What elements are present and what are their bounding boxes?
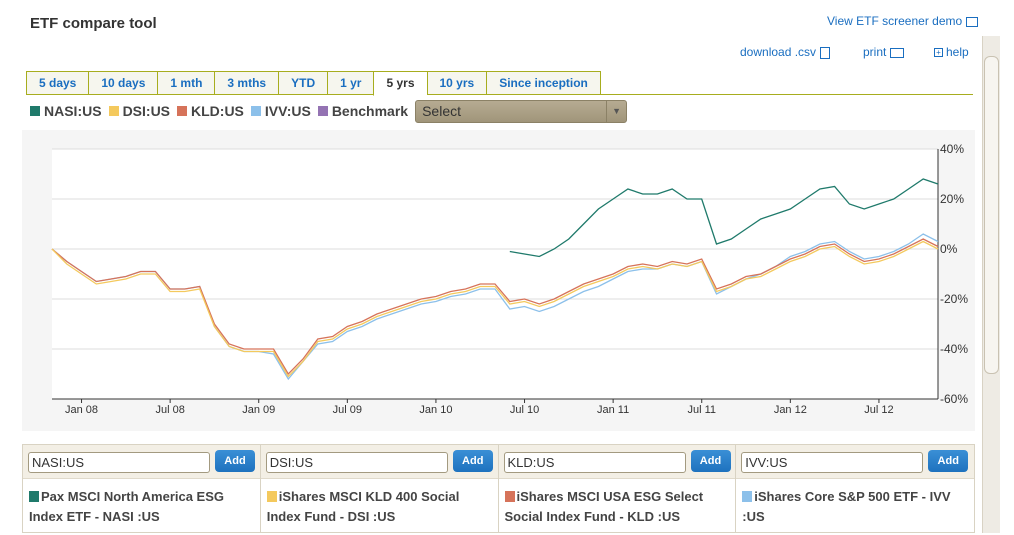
period-tabs: 5 days 10 days 1 mth 3 mths YTD 1 yr 5 yrs 10 y…: [26, 71, 973, 96]
tab-5-yrs[interactable]: 5 yrs: [373, 71, 427, 96]
legend-label: Benchmark: [331, 103, 409, 119]
legend-item[interactable]: KLD:US: [177, 103, 244, 119]
x-tick-label: Jan 08: [65, 404, 98, 416]
legend-label: KLD:US: [191, 103, 244, 119]
ticker-input[interactable]: [265, 452, 448, 473]
legend-swatch: [108, 106, 119, 116]
help-link[interactable]: + help: [934, 45, 969, 59]
benchmark-select[interactable]: Select ▼: [415, 99, 628, 123]
legend-swatch: [177, 106, 188, 116]
legend-label: NASI:US: [44, 103, 102, 119]
y-tick-label: -40%: [940, 342, 968, 356]
compare-column: Add Pax MSCI North America ESG Index ETF …: [23, 445, 261, 532]
film-icon: [966, 16, 979, 27]
x-tick-label: Jul 10: [510, 404, 539, 416]
series-line-kld-us: [51, 238, 939, 376]
compare-table: Add Pax MSCI North America ESG Index ETF …: [22, 444, 975, 533]
print-label: print: [863, 45, 887, 59]
fund-swatch: [742, 491, 753, 502]
ticker-input-row: Add: [736, 445, 974, 479]
download-csv-link[interactable]: download .csv: [740, 45, 831, 59]
plot-area: [52, 149, 938, 399]
add-button[interactable]: Add: [928, 450, 969, 472]
legend-item[interactable]: DSI:US: [108, 103, 171, 119]
chart-legend: NASI:US DSI:US KLD:US IVV:US Benchmark Select…: [30, 99, 628, 123]
fund-name: iShares MSCI KLD 400 Social Index Fund -…: [261, 479, 498, 535]
screener-link-label: View ETF screener demo: [827, 14, 963, 28]
y-tick-label: 0%: [940, 242, 958, 256]
y-tick-label: 20%: [940, 192, 964, 206]
add-button[interactable]: Add: [215, 450, 255, 472]
legend-label: DSI:US: [122, 103, 171, 119]
fund-swatch: [29, 491, 39, 502]
tab-1-yr[interactable]: 1 yr: [327, 71, 374, 95]
plus-icon: +: [934, 48, 943, 58]
x-tick-label: Jan 12: [774, 404, 807, 416]
compare-column: Add iShares MSCI USA ESG Select Social In…: [498, 445, 737, 535]
print-link[interactable]: print: [863, 45, 905, 59]
x-tick-label: Jul 09: [333, 404, 362, 416]
ticker-input-row: Add: [498, 445, 736, 479]
fund-name: iShares MSCI USA ESG Select Social Index…: [499, 479, 736, 535]
fund-name: iShares Core S&P 500 ETF - IVV :US: [736, 479, 974, 535]
tab-3-mths[interactable]: 3 mths: [214, 71, 279, 95]
x-tick-label: Jul 12: [864, 404, 893, 416]
legend-swatch: [250, 106, 261, 116]
page-title: ETF compare tool: [30, 15, 157, 32]
legend-label: IVV:US: [264, 103, 311, 119]
scrollbar-thumb[interactable]: [984, 56, 999, 374]
series-line-dsi-us: [51, 240, 939, 378]
tab-10-days[interactable]: 10 days: [88, 71, 158, 95]
tab-since-inception[interactable]: Since inception: [486, 71, 601, 95]
ticker-input-row: Add: [23, 445, 260, 479]
fund-name-text: iShares MSCI KLD 400 Social Index Fund -…: [266, 489, 460, 524]
legend-swatch: [30, 106, 40, 116]
x-tick-label: Jul 08: [155, 404, 184, 416]
ticker-input[interactable]: [28, 452, 210, 473]
y-tick-label: 40%: [940, 142, 964, 156]
fund-swatch: [266, 491, 277, 502]
spreadsheet-icon: [820, 46, 831, 59]
legend-swatch: [317, 106, 328, 116]
fund-name-text: Pax MSCI North America ESG Index ETF - N…: [29, 489, 225, 524]
x-tick-label: Jul 11: [687, 404, 716, 416]
tab-ytd[interactable]: YTD: [278, 71, 328, 95]
ticker-input-row: Add: [260, 445, 498, 479]
page-scrollbar[interactable]: [982, 36, 1000, 533]
add-button[interactable]: Add: [690, 450, 731, 472]
series-line-nasi-us: [509, 178, 939, 258]
y-tick-label: -20%: [940, 292, 968, 306]
printer-icon: [890, 47, 905, 58]
legend-item[interactable]: NASI:US: [30, 103, 102, 119]
download-label: download .csv: [740, 45, 817, 59]
select-value: Select: [422, 103, 461, 119]
x-tick-label: Jan 11: [597, 404, 629, 416]
ticker-input[interactable]: [741, 452, 924, 473]
x-tick-label: Jan 10: [419, 404, 452, 416]
x-tick-label: Jan 09: [242, 404, 275, 416]
chevron-down-icon: ▼: [606, 100, 626, 122]
performance-chart: 40% 20% 0% -20% -40% -60% Jan 08 Jul 08 Jan 09 Ju…: [22, 130, 975, 431]
help-label: help: [946, 45, 969, 59]
tab-5-days[interactable]: 5 days: [26, 71, 89, 95]
compare-column: Add iShares Core S&P 500 ETF - IVV :US: [736, 445, 974, 532]
add-button[interactable]: Add: [452, 450, 493, 472]
fund-swatch: [504, 491, 515, 502]
chart-svg: 40% 20% 0% -20% -40% -60% Jan 08 Jul 08 Jan 09 Ju…: [51, 142, 968, 416]
compare-column: Add iShares MSCI KLD 400 Social Index Fun…: [260, 445, 499, 535]
ticker-input[interactable]: [503, 452, 686, 473]
fund-name-text: iShares MSCI USA ESG Select Social Index…: [504, 489, 704, 524]
tab-1-mth[interactable]: 1 mth: [157, 71, 215, 95]
legend-item[interactable]: IVV:US: [250, 103, 311, 119]
tab-10-yrs[interactable]: 10 yrs: [426, 71, 487, 95]
legend-item[interactable]: Benchmark: [317, 103, 409, 119]
y-tick-label: -60%: [940, 392, 968, 406]
fund-name-text: iShares Core S&P 500 ETF - IVV :US: [742, 489, 951, 524]
fund-name: Pax MSCI North America ESG Index ETF - N…: [23, 479, 260, 535]
etf-screener-link[interactable]: View ETF screener demo: [827, 14, 979, 28]
